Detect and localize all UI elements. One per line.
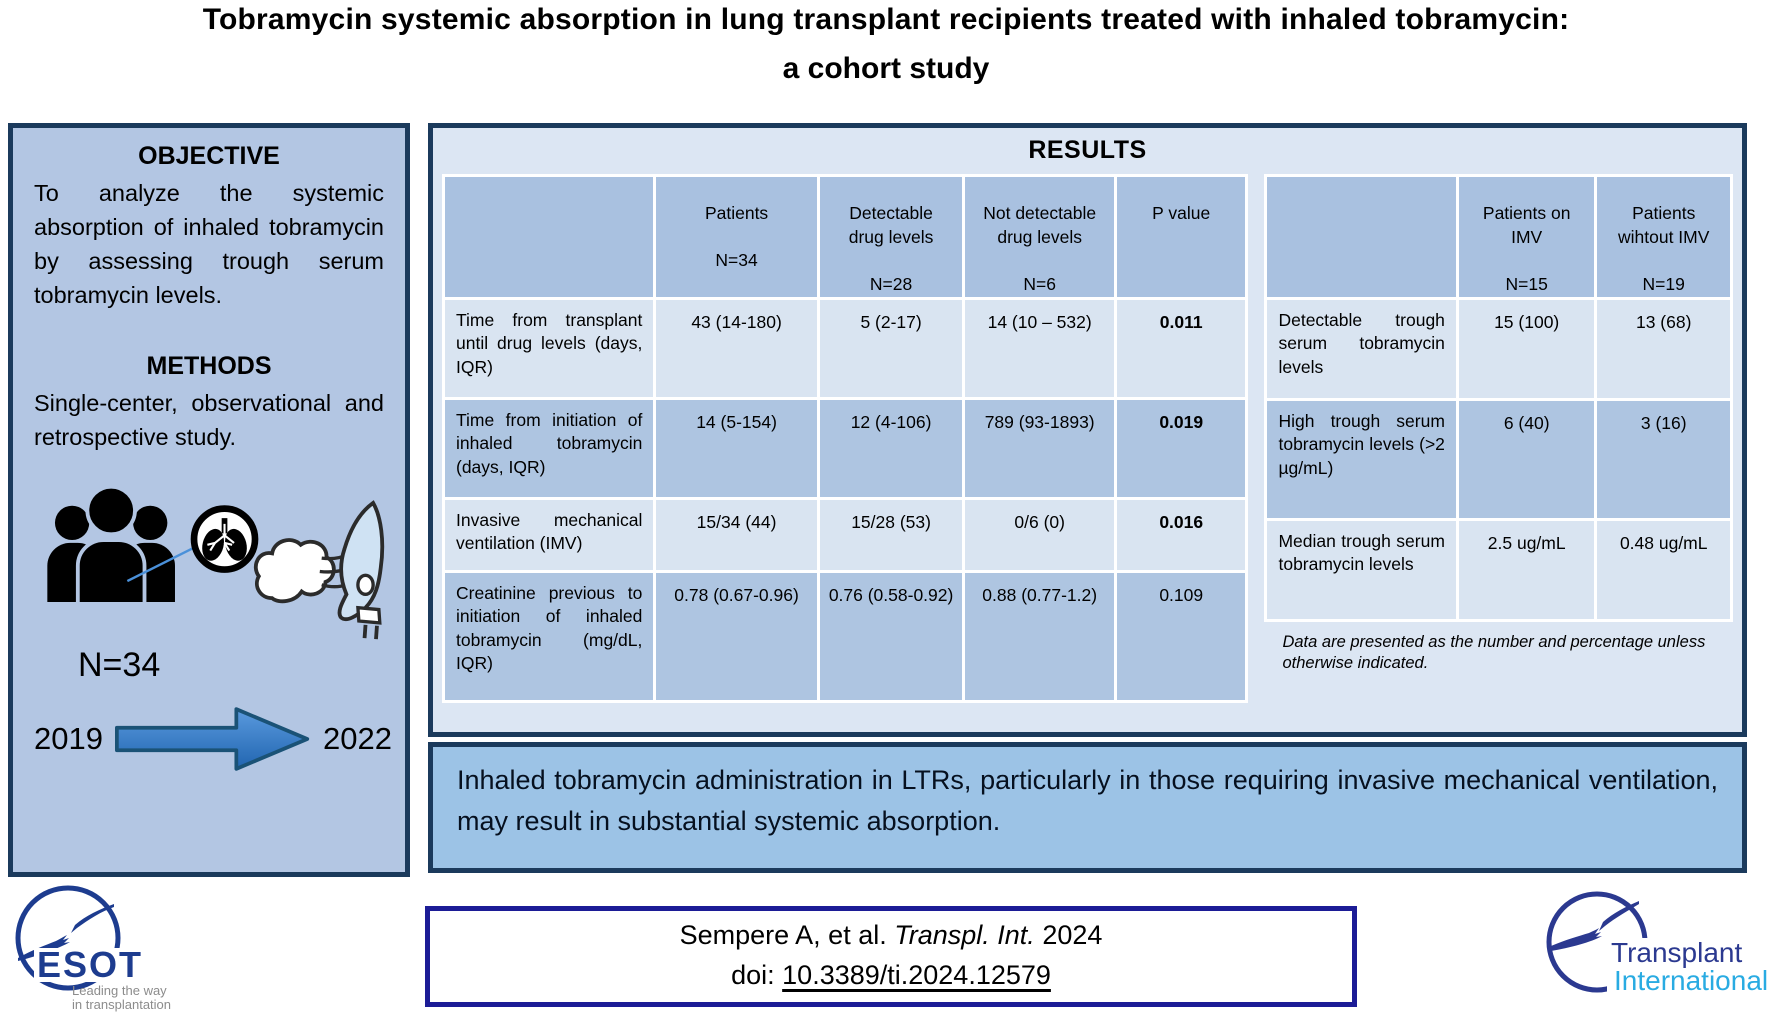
column-header-cell [441,174,657,300]
ti-word-1: Transplant [1611,937,1742,968]
ti-word-2: International [1614,965,1768,996]
comparison-table-by-drug-levels: Patients N=34 Detectable drug levels N=2… [441,174,1249,703]
row-label-cell: Creatinine previous to initiation of inh… [441,569,657,703]
table-row: Creatinine previous to initiation of inh… [441,569,1249,703]
doi-line: doi: 10.3389/ti.2024.12579 [430,960,1352,991]
row-label-cell: Median trough serum tobramycin levels [1264,517,1459,622]
value-cell: 0.78 (0.67-0.96) [653,569,820,703]
value-cell: 15/34 (44) [653,496,820,573]
column-header-cell: Detectable drug levels N=28 [816,174,966,300]
citation-authors: Sempere A, et al. [679,920,887,950]
timeline-end-year: 2022 [322,721,392,757]
citation-journal: Transpl. Int. [894,920,1035,950]
column-header-cell [1264,174,1459,300]
table-row: Median trough serum tobramycin levels 2.… [1264,517,1733,622]
citation-box: Sempere A, et al. Transpl. Int. 2024 doi… [425,906,1357,1007]
table-row: Detectable trough serum tobramycin level… [1264,296,1733,401]
value-cell: 15/28 (53) [816,496,966,573]
right-block-arrow-icon [114,707,310,772]
row-label-cell: Invasive mechanical ventilation (IMV) [441,496,657,573]
hands-icon [1551,901,1639,951]
results-heading: RESULTS [1028,136,1147,164]
methods-heading: METHODS [146,352,272,381]
conclusion-box: Inhaled tobramycin administration in LTR… [428,742,1747,873]
table-row: High trough serum tobramycin levels (>2 … [1264,397,1733,521]
column-header-cell: Patients N=34 [653,174,820,300]
value-cell: 2.5 ug/mL [1455,517,1598,622]
conclusion-text: Inhaled tobramycin administration in LTR… [457,765,1718,836]
value-cell: 3 (16) [1594,397,1733,521]
value-cell: 13 (68) [1594,296,1733,401]
table-row: Time from transplant until drug levels (… [441,296,1249,400]
column-header-cell: Patients wihtout IMV N=19 [1594,174,1733,300]
esot-circle [15,885,121,991]
people-group-icon [47,485,175,607]
column-header-cell: P value [1113,174,1249,300]
objective-text: To analyze the systemic absorption of in… [34,180,384,309]
logo-text-band [34,948,138,982]
results-panel: RESULTS Patients N=34 Detectable drug le… [428,123,1747,737]
objective-methods-panel: OBJECTIVE To analyze the systemic absorp… [8,123,410,877]
value-cell: 14 (5-154) [653,396,820,500]
study-icons [34,480,385,642]
value-cell: 789 (93-1893) [962,396,1117,500]
comparison-table-by-imv: Patients on IMV N=15 Patients wihtout IM… [1264,174,1733,622]
objective-heading: OBJECTIVE [138,142,280,170]
value-cell: 5 (2-17) [816,296,966,400]
pvalue-cell: 0.019 [1113,396,1249,500]
timeline-start-year: 2019 [34,721,103,757]
citation-year: 2024 [1042,920,1103,950]
esot-logo: ESOT Leading the way in transplantation [15,885,171,1012]
esot-tagline-1: Leading the way [72,983,167,998]
pvalue-cell: 0.109 [1113,569,1249,703]
value-cell: 43 (14-180) [653,296,820,400]
value-cell: 0.88 (0.77-1.2) [962,569,1117,703]
column-header-cell: Not detectable drug levels N=6 [962,174,1117,300]
transplant-international-logo: Transplant International [1546,891,1769,996]
citation-line: Sempere A, et al. Transpl. Int. 2024 [430,920,1352,951]
methods-text: Single-center, observational and retrosp… [34,390,384,451]
value-cell: 12 (4-106) [816,396,966,500]
value-cell: 0.76 (0.58-0.92) [816,569,966,703]
pvalue-cell: 0.016 [1113,496,1249,573]
study-period-timeline: 2019 2022 [34,701,392,777]
table-footnote: Data are presented as the number and per… [1282,632,1706,672]
value-cell: 15 (100) [1455,296,1598,401]
study-icons-svg [47,485,385,640]
row-label-cell: Time from transplant until drug levels (… [441,296,657,400]
table-row: Invasive mechanical ventilation (IMV) 15… [441,496,1249,573]
lungs-circle-icon [190,505,259,574]
column-header-cell: Patients on IMV N=15 [1455,174,1598,300]
esot-tagline-2: in transplantation [72,997,171,1012]
pvalue-cell: 0.011 [1113,296,1249,400]
esot-acronym: ESOT [37,944,143,985]
nebulizer-vapor-icon [253,500,385,640]
page-title: Tobramycin systemic absorption in lung t… [0,3,1772,86]
doi-label: doi: [731,960,775,990]
doi-link[interactable]: 10.3389/ti.2024.12579 [782,960,1051,990]
value-cell: 0.48 ug/mL [1594,517,1733,622]
callout-line [126,546,197,583]
title-line-1: Tobramycin systemic absorption in lung t… [202,3,1570,36]
value-cell: 0/6 (0) [962,496,1117,573]
row-label-cell: Time from initiation of inhaled tobramyc… [441,396,657,500]
table-row: Time from initiation of inhaled tobramyc… [441,396,1249,500]
value-cell: 6 (40) [1455,397,1598,521]
title-line-2: a cohort study [782,52,990,85]
logo-text-band [1607,938,1769,994]
sample-size: N=34 [78,646,161,685]
row-label-cell: Detectable trough serum tobramycin level… [1264,296,1459,401]
row-label-cell: High trough serum tobramycin levels (>2 … [1264,397,1459,521]
value-cell: 14 (10 – 532) [962,296,1117,400]
